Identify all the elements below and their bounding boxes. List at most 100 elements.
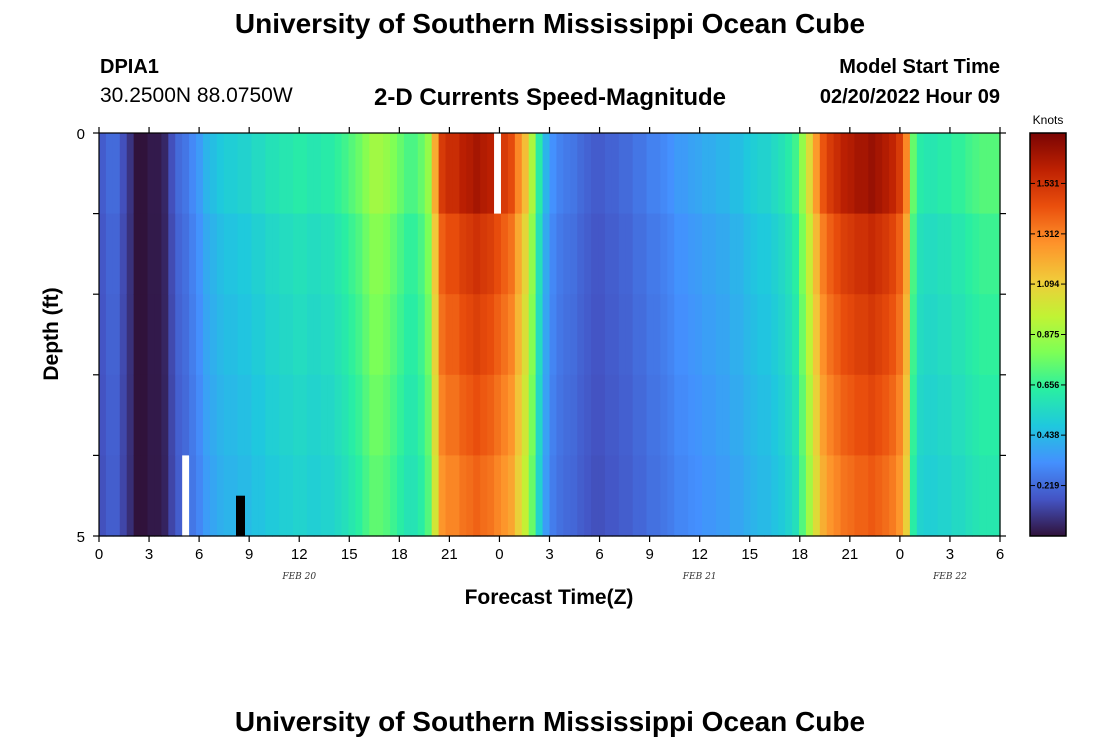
heatmap-cell <box>369 455 377 537</box>
heatmap-cell <box>299 294 308 376</box>
colorbar-ticks: 0.219 0.438 0.656 0.875 1.094 1.312 1.531 <box>1030 178 1066 491</box>
heatmap-cell <box>362 455 370 537</box>
heatmap-cell <box>244 133 253 215</box>
heatmap-cell <box>632 455 641 537</box>
heatmap-cell <box>930 294 939 376</box>
heatmap-cell <box>604 133 613 215</box>
heatmap-cell <box>175 374 183 456</box>
heatmap-cell <box>99 374 107 456</box>
heatmap-cell <box>902 133 911 215</box>
heatmap-cell <box>452 133 460 215</box>
heatmap-cell <box>674 455 682 537</box>
heatmap-cell <box>445 133 454 215</box>
heatmap-cell <box>424 374 433 456</box>
heatmap-cell <box>507 294 516 376</box>
heatmap-cell <box>625 133 634 215</box>
heatmap-cell <box>805 455 814 537</box>
heatmap-cell <box>438 455 447 537</box>
heatmap-cell <box>736 374 745 456</box>
heatmap-cell <box>105 455 114 537</box>
heatmap-cell <box>528 374 537 456</box>
heatmap-cell <box>646 374 655 456</box>
heatmap-cell <box>965 455 973 537</box>
heatmap-cell <box>958 294 966 376</box>
heatmap-cell <box>861 374 869 456</box>
heatmap-cell <box>216 213 225 295</box>
x-tick-label: 6 <box>195 546 203 563</box>
colorbar-tick-label: 0.656 <box>1037 380 1060 390</box>
heatmap-cell <box>937 133 946 215</box>
heatmap-cell <box>591 133 599 215</box>
heatmap-cell <box>688 374 696 456</box>
heatmap-cell <box>826 213 835 295</box>
heatmap-cell <box>785 133 793 215</box>
heatmap-cell <box>341 374 350 456</box>
heatmap-cell <box>272 213 280 295</box>
heatmap-cell <box>147 294 156 376</box>
heatmap-cell <box>799 374 807 456</box>
station-coordinates: 30.2500N 88.0750W <box>100 84 293 107</box>
heatmap-cell <box>861 294 869 376</box>
heatmap-cell <box>417 213 426 295</box>
heatmap-cell <box>403 213 412 295</box>
heatmap-cell <box>140 294 149 376</box>
heatmap-cell <box>743 294 752 376</box>
heatmap-cell <box>480 455 488 537</box>
heatmap-cell <box>563 133 571 215</box>
heatmap-cell <box>355 213 363 295</box>
heatmap-cell <box>279 374 287 456</box>
heatmap-cell <box>397 374 405 456</box>
heatmap-cell <box>182 213 190 295</box>
heatmap-cell <box>265 374 273 456</box>
heatmap-cell <box>403 133 412 215</box>
heatmap-cell <box>327 294 336 376</box>
heatmap-cell <box>175 294 183 376</box>
heatmap-cell <box>341 294 350 376</box>
heatmap-cell <box>993 374 1001 456</box>
heatmap-cell <box>334 374 343 456</box>
y-tick-label: 5 <box>77 529 85 546</box>
colorbar-gradient <box>1029 132 1067 537</box>
heatmap-cells <box>99 133 1001 537</box>
heatmap-cell <box>972 133 980 215</box>
heatmap-cell <box>598 455 606 537</box>
x-tick-label: 3 <box>946 546 954 563</box>
heatmap-cell <box>764 294 772 376</box>
heatmap-cell <box>154 133 162 215</box>
heatmap-cell <box>223 455 232 537</box>
heatmap-cell <box>140 213 149 295</box>
heatmap-cell <box>112 133 121 215</box>
heatmap-cell <box>230 455 239 537</box>
heatmap-cell <box>660 455 668 537</box>
heatmap-cell <box>979 133 987 215</box>
heatmap-cell <box>674 294 682 376</box>
heatmap-cell <box>653 133 661 215</box>
heatmap-cell <box>591 294 599 376</box>
heatmap-cell <box>625 294 634 376</box>
heatmap-cell <box>438 374 447 456</box>
x-tick-label: 12 <box>291 546 308 563</box>
heatmap-cell <box>868 294 876 376</box>
x-tick-label: 18 <box>391 546 408 563</box>
heatmap-cell <box>299 455 308 537</box>
heatmap-cell <box>535 213 544 295</box>
heatmap-cell <box>757 294 765 376</box>
date-label: FEB 20 <box>281 572 316 582</box>
heatmap-cell <box>833 213 842 295</box>
heatmap-cell <box>958 374 966 456</box>
heatmap-cell <box>272 294 280 376</box>
heatmap-cell <box>390 133 398 215</box>
heatmap-cell <box>916 294 925 376</box>
heatmap-cell <box>334 133 343 215</box>
heatmap-cell <box>105 294 114 376</box>
heatmap-cell <box>667 374 675 456</box>
model-start-label: Model Start Time <box>839 56 1000 78</box>
heatmap-cell <box>854 133 862 215</box>
heatmap-cell <box>133 455 142 537</box>
heatmap-cell <box>514 294 523 376</box>
heatmap-cell <box>611 455 620 537</box>
heatmap-cell <box>390 213 398 295</box>
heatmap-cell <box>896 213 904 295</box>
date-label: FEB 22 <box>932 572 967 582</box>
heatmap-cell <box>854 213 862 295</box>
